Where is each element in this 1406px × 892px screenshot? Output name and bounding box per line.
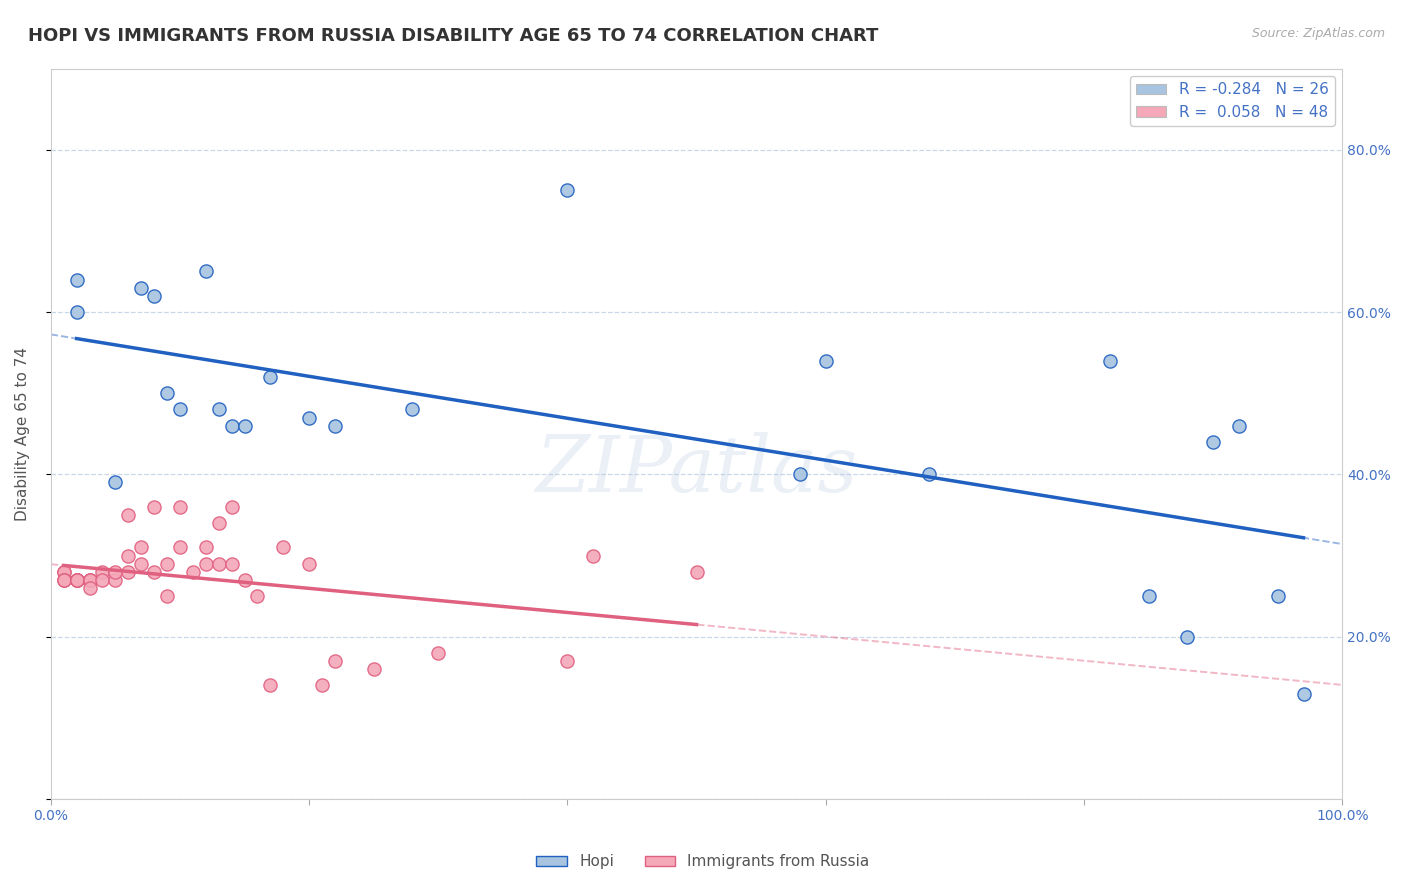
Point [104, 475, 127, 490]
Point [557, 654, 579, 668]
Point [66, 305, 89, 319]
Point [221, 418, 243, 433]
Point [1227, 418, 1250, 433]
Point [233, 573, 256, 587]
Point [271, 541, 294, 555]
Point [298, 557, 321, 571]
Point [246, 589, 269, 603]
Point [156, 589, 179, 603]
Point [259, 678, 281, 692]
Point [117, 508, 139, 522]
Point [814, 353, 837, 368]
Point [104, 565, 127, 579]
Point [582, 549, 605, 563]
Point [194, 541, 217, 555]
Point [918, 467, 941, 482]
Point [1137, 589, 1160, 603]
Point [117, 549, 139, 563]
Point [104, 573, 127, 587]
Point [91, 573, 114, 587]
Point [1202, 434, 1225, 449]
Text: ZIPatlas: ZIPatlas [536, 432, 858, 508]
Legend: Hopi, Immigrants from Russia: Hopi, Immigrants from Russia [530, 848, 876, 875]
Point [789, 467, 811, 482]
Point [1267, 589, 1289, 603]
Text: Source: ZipAtlas.com: Source: ZipAtlas.com [1251, 27, 1385, 40]
Point [1292, 687, 1315, 701]
Point [169, 402, 191, 417]
Point [79, 581, 101, 595]
Point [129, 557, 152, 571]
Point [1098, 353, 1121, 368]
Point [427, 646, 450, 660]
Point [66, 573, 89, 587]
Point [311, 678, 333, 692]
Point [66, 573, 89, 587]
Point [221, 557, 243, 571]
Point [208, 557, 231, 571]
Point [66, 573, 89, 587]
Point [52, 565, 75, 579]
Point [143, 565, 166, 579]
Point [66, 272, 89, 286]
Point [156, 386, 179, 401]
Point [52, 573, 75, 587]
Point [557, 183, 579, 197]
Point [143, 500, 166, 514]
Point [259, 370, 281, 384]
Point [79, 573, 101, 587]
Point [323, 418, 346, 433]
Point [221, 500, 243, 514]
Point [52, 565, 75, 579]
Point [194, 264, 217, 278]
Text: HOPI VS IMMIGRANTS FROM RUSSIA DISABILITY AGE 65 TO 74 CORRELATION CHART: HOPI VS IMMIGRANTS FROM RUSSIA DISABILIT… [28, 27, 879, 45]
Point [1175, 630, 1198, 644]
Point [298, 410, 321, 425]
Point [685, 565, 707, 579]
Point [91, 565, 114, 579]
Point [52, 573, 75, 587]
Point [208, 402, 231, 417]
Point [117, 565, 139, 579]
Point [66, 573, 89, 587]
Point [169, 500, 191, 514]
Point [194, 557, 217, 571]
Point [233, 418, 256, 433]
Point [79, 573, 101, 587]
Point [208, 516, 231, 530]
Point [66, 573, 89, 587]
Point [401, 402, 423, 417]
Legend: R = -0.284   N = 26, R =  0.058   N = 48: R = -0.284 N = 26, R = 0.058 N = 48 [1130, 76, 1334, 126]
Point [129, 541, 152, 555]
Point [169, 541, 191, 555]
Point [79, 573, 101, 587]
Point [363, 662, 385, 676]
Point [143, 289, 166, 303]
Point [181, 565, 204, 579]
Point [156, 557, 179, 571]
Point [323, 654, 346, 668]
Point [129, 281, 152, 295]
Point [52, 573, 75, 587]
Y-axis label: Disability Age 65 to 74: Disability Age 65 to 74 [15, 347, 30, 521]
